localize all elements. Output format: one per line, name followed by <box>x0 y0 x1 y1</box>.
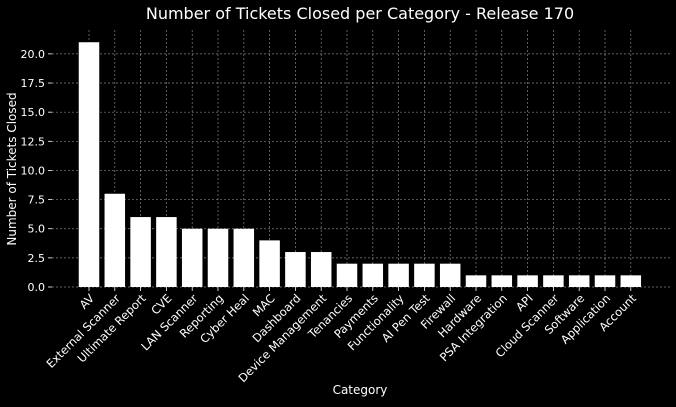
bar <box>207 228 229 287</box>
y-tick-label: 15.0 <box>21 106 46 119</box>
bar <box>517 275 538 287</box>
bar <box>130 217 151 287</box>
x-axis-label: Category <box>333 383 388 397</box>
y-tick-label: 10.0 <box>21 164 46 177</box>
y-tick-label: 5.0 <box>28 223 46 236</box>
bar <box>388 263 409 287</box>
x-tick-label: AV <box>77 291 98 312</box>
bar <box>414 263 435 287</box>
y-tick-label: 17.5 <box>21 77 46 90</box>
bar <box>104 193 126 287</box>
y-tick-label: 12.5 <box>21 135 46 148</box>
bar <box>439 263 461 287</box>
bar <box>465 275 487 287</box>
bar <box>543 275 564 287</box>
bar <box>336 263 358 287</box>
bar <box>310 252 332 287</box>
grid-lines <box>48 30 670 291</box>
bar <box>491 275 513 287</box>
bar <box>259 240 280 287</box>
bars <box>78 42 642 287</box>
bar <box>233 228 255 287</box>
bar <box>156 217 177 287</box>
chart-title: Number of Tickets Closed per Category - … <box>146 4 574 23</box>
y-tick-label: 2.5 <box>28 252 46 265</box>
bar <box>620 275 642 287</box>
y-axis-label: Number of Tickets Closed <box>5 92 19 245</box>
bar <box>594 275 616 287</box>
bar <box>568 275 590 287</box>
y-tick-label: 0.0 <box>28 281 46 294</box>
bar <box>78 42 100 287</box>
y-tick-labels: 0.0 2.5 5.0 7.5 10.0 12.5 15.0 17.5 20.0 <box>21 48 46 294</box>
bar <box>181 228 203 287</box>
bar <box>362 263 384 287</box>
y-tick-label: 20.0 <box>21 48 46 61</box>
y-tick-label: 7.5 <box>28 194 46 207</box>
bar <box>285 252 306 287</box>
